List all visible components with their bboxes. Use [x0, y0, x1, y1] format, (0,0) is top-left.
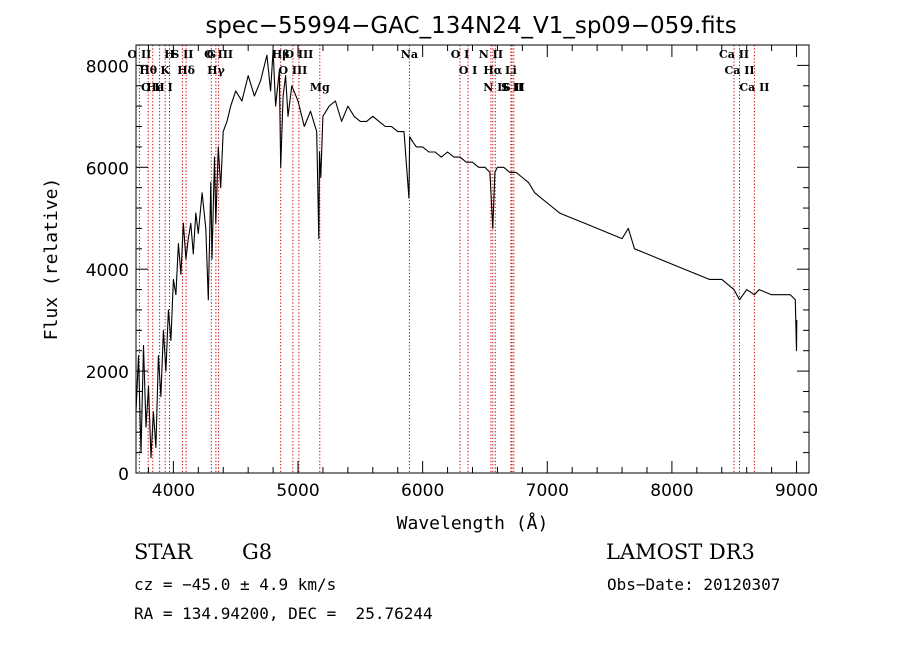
y-tick-label: 8000 — [86, 57, 129, 77]
line-marker-label: Ca II — [739, 81, 769, 94]
line-marker-label: G — [207, 48, 216, 61]
line-marker-label: O III — [284, 48, 313, 61]
line-marker-label: Ca II — [719, 48, 749, 61]
chart-title: spec−55994−GAC_134N24_V1_sp09−059.fits — [205, 13, 736, 39]
line-marker-label: Na — [401, 48, 418, 61]
y-tick-label: 6000 — [86, 159, 129, 179]
line-marker-label: S II — [503, 81, 525, 94]
line-marker-label: H — [164, 48, 174, 61]
x-tick-label: 9000 — [775, 481, 818, 501]
line-marker-label: N II — [479, 48, 503, 61]
line-marker-label: Li — [505, 64, 517, 77]
line-marker-label: O III — [204, 48, 233, 61]
line-marker-label: K — [160, 64, 170, 77]
line-marker-label: O II — [141, 81, 165, 94]
x-tick-label: 6000 — [401, 481, 444, 501]
x-tick-label: 8000 — [650, 481, 693, 501]
line-marker-label: N II — [483, 81, 507, 94]
redshift-value: cz = −45.0 ± 4.9 km/s — [134, 575, 337, 594]
line-marker-label: He I — [146, 81, 172, 94]
x-axis-label: Wavelength (Å) — [397, 512, 549, 534]
y-axis-label: Flux (relative) — [41, 178, 62, 341]
spectral-subclass: G8 — [242, 540, 273, 564]
line-marker-label: S II — [171, 48, 193, 61]
line-marker-label: O III — [278, 64, 307, 77]
x-tick-label: 5000 — [276, 481, 319, 501]
spectrum-line — [135, 49, 798, 459]
line-markers — [138, 45, 755, 473]
y-tick-label: 2000 — [86, 363, 129, 383]
line-marker-label: Mg — [310, 81, 330, 94]
line-marker-label: O I — [459, 64, 478, 77]
x-tick-label: 7000 — [526, 481, 569, 501]
line-marker-label: Ca II — [724, 64, 754, 77]
line-marker-label: O II — [128, 48, 152, 61]
observation-date: Obs−Date: 20120307 — [607, 575, 781, 594]
x-tick-label: 4000 — [152, 481, 195, 501]
survey-name: LAMOST DR3 — [606, 540, 755, 564]
object-class: STAR — [134, 540, 193, 564]
coordinates: RA = 134.94200, DEC = 25.76244 — [134, 604, 433, 623]
y-tick-label: 4000 — [86, 261, 129, 281]
axis-ticks: 4000 5000 6000 7000 8000 9000 0 2000 4000 6000 800… — [86, 45, 818, 501]
line-marker-label: Hδ — [177, 64, 195, 77]
line-marker-label: S II — [501, 81, 523, 94]
plot-frame — [135, 44, 810, 474]
line-marker-label: Hθ — [139, 64, 157, 77]
line-marker-label: Hα — [483, 64, 502, 77]
y-tick-label: 0 — [118, 465, 129, 485]
line-marker-label: Hγ — [207, 64, 225, 77]
line-marker-label: O I — [451, 48, 470, 61]
line-marker-label: Hβ — [272, 48, 290, 61]
